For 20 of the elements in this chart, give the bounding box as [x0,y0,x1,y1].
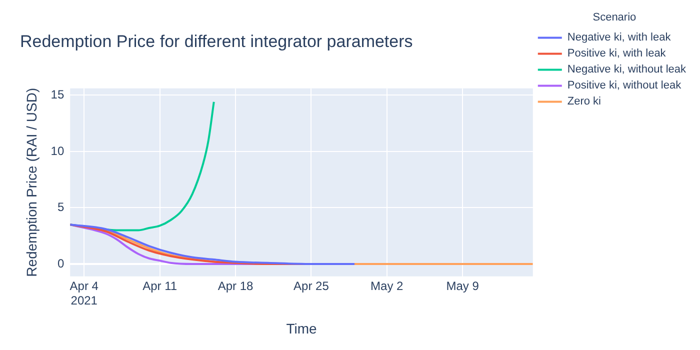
x-tick-label: Apr 25 [294,278,330,293]
y-tick-label: 10 [50,144,64,158]
x-axis-title: Time [286,320,318,336]
x-tick-label: May 2 [370,278,404,293]
line-series [70,224,356,266]
legend-label: Positive ki, with leak [567,48,666,60]
x-tick-label: Apr 11 [142,278,178,293]
x-tick-label: May 9 [446,278,480,293]
x-tick-label: Apr 4 2021 [70,278,99,308]
y-axis-title: Redemption Price (RAI / USD) [23,88,40,277]
y-tick-label: 15 [50,87,64,102]
y-tick-label: 0 [57,256,64,270]
x-tick-label: Apr 18 [218,278,254,293]
legend-label: Negative ki, with leak [567,32,672,44]
legend-label: Negative ki, without leak [567,64,686,76]
legend-title: Scenario [592,12,636,24]
legend-label: Zero ki [567,96,602,108]
chart-title: Redemption Price for different integrator parameters [20,32,413,51]
y-tick-label: 5 [57,200,64,214]
legend-label: Positive ki, without leak [567,80,682,92]
